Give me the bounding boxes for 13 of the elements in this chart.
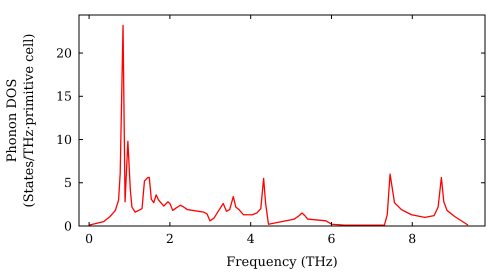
x-tick-label: 4 — [246, 231, 255, 246]
line-series — [88, 24, 469, 226]
y-tick-label: 5 — [64, 175, 72, 190]
y-tick-label: 20 — [56, 45, 72, 60]
y-tick-label: 15 — [56, 88, 72, 104]
y-tick-label: 10 — [56, 132, 72, 147]
x-tick-label: 6 — [328, 231, 336, 246]
x-tick-label: 8 — [408, 231, 416, 246]
x-axis-title: Frequency (THz) — [226, 255, 338, 270]
y-tick-label: 0 — [64, 218, 72, 234]
x-tick-label: 2 — [166, 231, 174, 246]
y-axis-title: Phonon DOS (States/THz·primitive cell) — [5, 33, 37, 208]
x-tick-label: 0 — [85, 231, 94, 246]
